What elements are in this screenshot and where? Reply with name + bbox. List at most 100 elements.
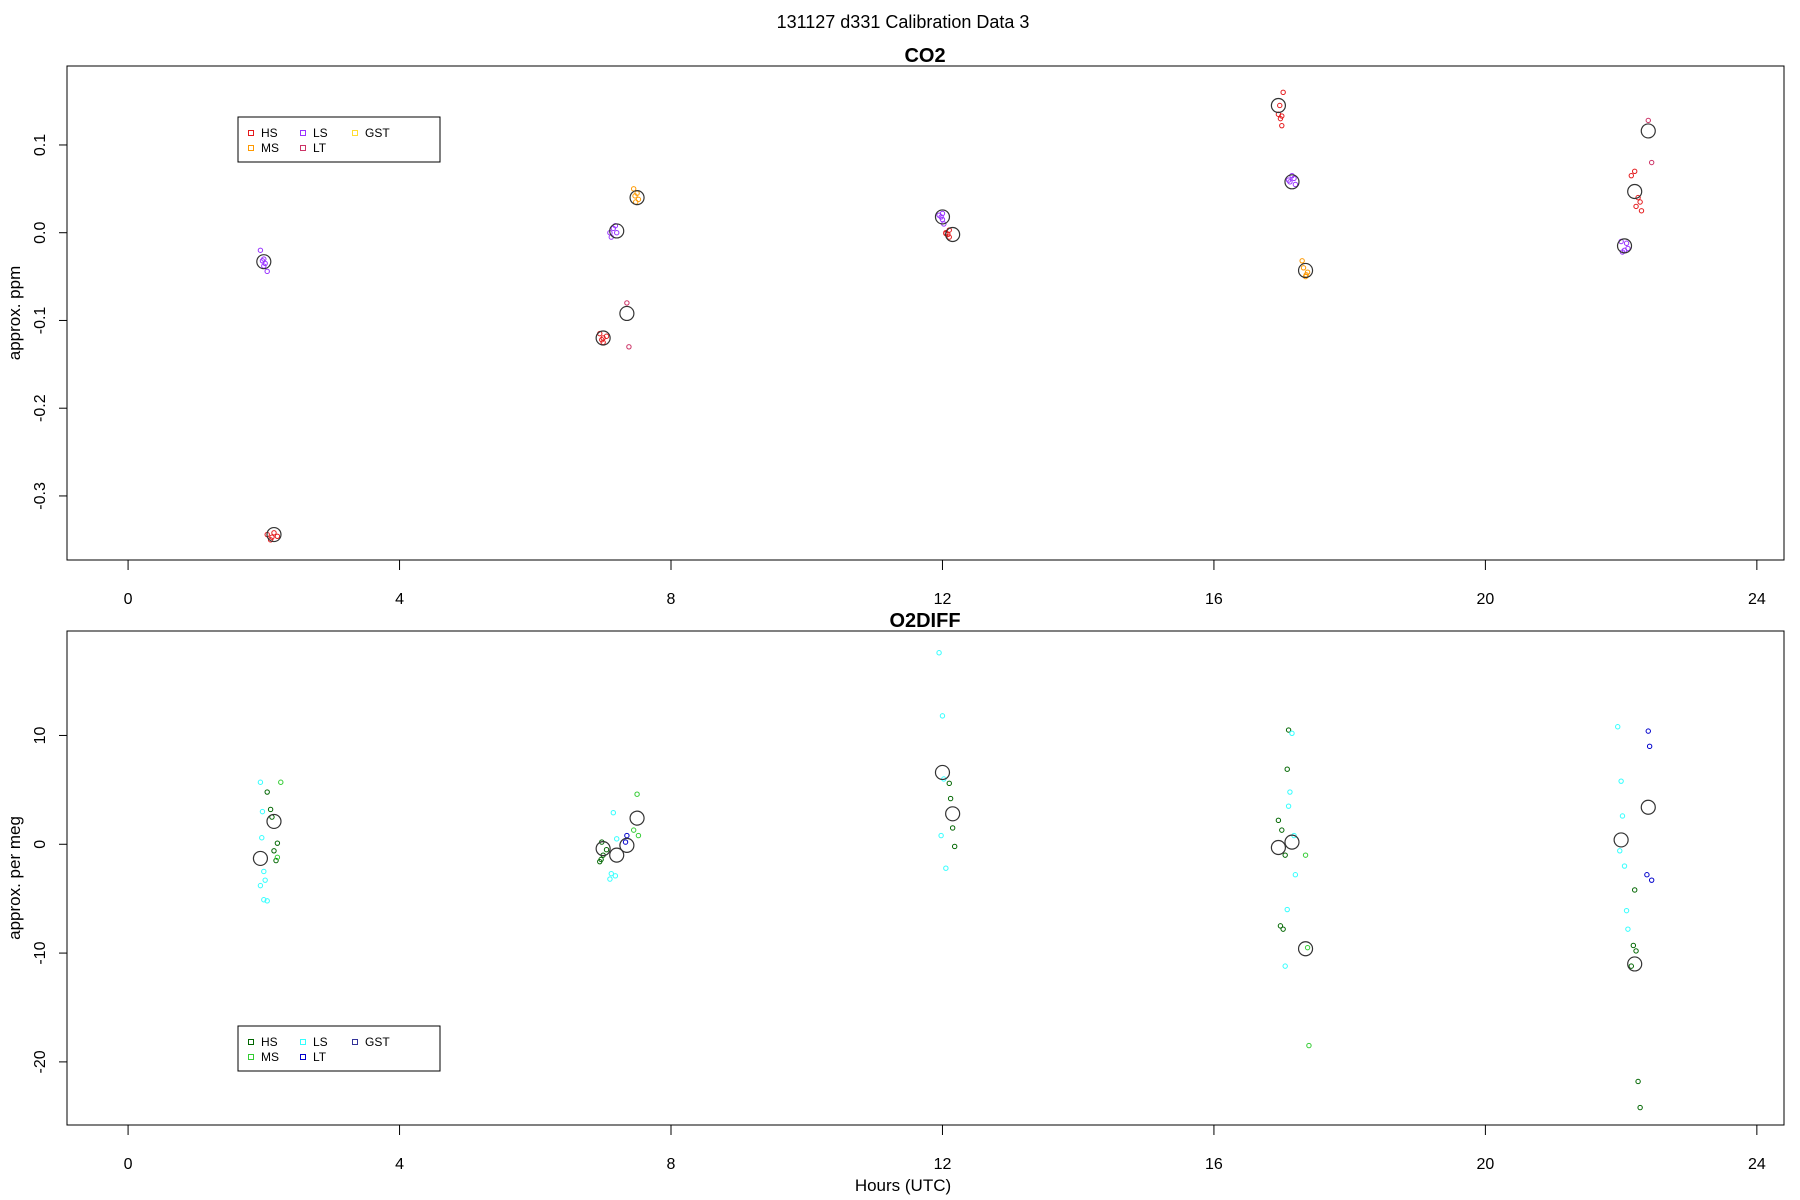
co2-point-hs bbox=[1628, 172, 1635, 179]
o2diff-point-ms bbox=[278, 779, 284, 785]
co2-x-tick-label: 12 bbox=[934, 591, 952, 608]
co2-point-mean bbox=[256, 254, 272, 270]
o2diff-y-tick-label: 10 bbox=[32, 726, 49, 744]
o2diff-legend-label-gst: GST bbox=[365, 1035, 390, 1049]
co2-legend-box bbox=[237, 116, 441, 163]
co2-y-axis-label: approx. ppm bbox=[5, 266, 24, 361]
o2diff-point-mean bbox=[266, 813, 282, 830]
o2diff-x-tick-label: 20 bbox=[1476, 1156, 1494, 1173]
o2diff-point-ls bbox=[938, 832, 944, 839]
o2diff-point-mean bbox=[629, 810, 645, 826]
co2-y-tick-label: -0.3 bbox=[32, 482, 49, 510]
o2diff-point-hs bbox=[274, 840, 281, 846]
o2diff-point-ls bbox=[943, 865, 949, 871]
co2-point-ls bbox=[938, 214, 944, 220]
o2diff-point-ls bbox=[264, 898, 270, 904]
o2diff-y-tick-label: -10 bbox=[32, 941, 49, 964]
co2-point-hs bbox=[1279, 122, 1285, 129]
co2-x-tick-label: 4 bbox=[395, 591, 404, 608]
o2diff-x-tick-label: 0 bbox=[124, 1156, 133, 1173]
o2diff-point-mean bbox=[1613, 832, 1629, 848]
o2diff-point-mean bbox=[619, 837, 635, 853]
o2diff-point-ls bbox=[259, 808, 266, 815]
co2-point-hs bbox=[267, 537, 274, 543]
co2-legend-symbol-gst bbox=[352, 130, 358, 136]
o2diff-point-ls bbox=[614, 836, 620, 842]
o2diff-point-ms bbox=[1306, 1042, 1312, 1049]
o2diff-point-lt bbox=[1645, 728, 1651, 734]
co2-point-ms bbox=[632, 193, 638, 199]
co2-x-tick-label: 0 bbox=[124, 591, 133, 608]
o2diff-point-ms bbox=[634, 791, 640, 797]
o2diff-point-mean bbox=[1297, 941, 1314, 957]
co2-point-mean bbox=[1616, 238, 1633, 254]
co2-y-tick-label: -0.2 bbox=[32, 394, 49, 422]
o2diff-point-ms bbox=[1304, 944, 1311, 951]
co2-point-hs bbox=[946, 234, 952, 240]
o2diff-y-tick-label: 0 bbox=[32, 840, 49, 849]
co2-y-tick-label: -0.1 bbox=[32, 307, 49, 335]
o2diff-point-mean bbox=[1284, 834, 1300, 850]
co2-point-mean bbox=[629, 190, 645, 206]
o2diff-point-hs bbox=[1637, 1104, 1643, 1111]
co2-point-hs bbox=[1277, 102, 1283, 109]
figure-title: 131127 d331 Calibration Data 3 bbox=[777, 12, 1030, 32]
o2diff-point-lt bbox=[1646, 743, 1653, 750]
co2-point-ms bbox=[635, 196, 642, 203]
o2diff-point-lt bbox=[1644, 872, 1650, 878]
o2diff-point-hs bbox=[1279, 827, 1285, 833]
o2diff-point-mean bbox=[1627, 956, 1643, 972]
o2diff-point-ls bbox=[1289, 730, 1295, 736]
co2-legend-label-hs: HS bbox=[261, 126, 278, 140]
co2-point-hs bbox=[1631, 168, 1638, 174]
co2-x-tick-label: 20 bbox=[1476, 591, 1494, 608]
co2-x-tick-label: 16 bbox=[1205, 591, 1223, 608]
co2-point-ls bbox=[1625, 245, 1631, 252]
o2diff-x-axis: 0 4 8 12 16 20 24 bbox=[124, 1124, 1766, 1173]
o2diff-x-tick-label: 16 bbox=[1205, 1156, 1223, 1173]
o2diff-point-lt bbox=[624, 832, 630, 839]
o2diff-point-hs bbox=[1280, 926, 1286, 932]
o2diff-point-hs bbox=[1635, 1078, 1641, 1085]
o2diff-point-ls bbox=[262, 877, 268, 883]
o2diff-legend-label-hs: HS bbox=[261, 1035, 278, 1049]
o2diff-point-hs bbox=[1631, 887, 1638, 893]
o2diff-point-hs bbox=[267, 806, 274, 813]
o2diff-point-ls bbox=[610, 810, 617, 816]
o2diff-x-tick-label: 4 bbox=[395, 1156, 404, 1173]
o2diff-legend-symbol-gst bbox=[352, 1039, 358, 1045]
co2-point-mean bbox=[1270, 97, 1287, 114]
co2-point-hs bbox=[269, 534, 275, 540]
o2diff-point-mean bbox=[252, 850, 269, 867]
co2-panel-title: CO2 bbox=[904, 45, 945, 67]
o2diff-point-hs bbox=[264, 789, 270, 795]
co2-point-ls bbox=[261, 256, 267, 262]
co2-legend-label-ls: LS bbox=[313, 126, 328, 140]
co2-point-mean bbox=[609, 223, 625, 239]
co2-point-mean bbox=[266, 526, 282, 543]
co2-legend-symbol-ls bbox=[300, 130, 306, 136]
co2-point-ms bbox=[1299, 258, 1305, 264]
o2diff-legend-label-ls: LS bbox=[313, 1035, 328, 1049]
co2-point-mean bbox=[945, 226, 961, 243]
co2-legend-symbol-ms bbox=[248, 145, 254, 151]
o2diff-point-ls bbox=[1284, 906, 1290, 913]
o2diff-point-hs bbox=[1630, 942, 1637, 949]
o2diff-point-ls bbox=[261, 868, 267, 875]
o2diff-data-points bbox=[252, 650, 1656, 1111]
co2-point-hs bbox=[599, 337, 605, 343]
co2-point-ls bbox=[1291, 175, 1297, 182]
o2diff-y-axis-label: approx. per meg bbox=[5, 816, 24, 940]
o2diff-point-ls bbox=[1285, 803, 1292, 809]
o2diff-point-mean bbox=[934, 764, 951, 781]
co2-x-tick-label: 24 bbox=[1748, 591, 1766, 608]
co2-y-axis: -0.3 -0.2 -0.1 0.0 0.1 bbox=[32, 134, 67, 510]
co2-legend-symbol-hs bbox=[248, 130, 254, 136]
o2diff-x-tick-label: 8 bbox=[667, 1156, 676, 1173]
co2-point-ms bbox=[1300, 265, 1307, 271]
o2diff-point-ls bbox=[1625, 926, 1631, 932]
o2diff-point-ls bbox=[261, 897, 267, 903]
o2diff-x-tick-label: 24 bbox=[1748, 1156, 1766, 1173]
co2-legend-symbol-lt bbox=[300, 145, 306, 151]
o2diff-point-hs bbox=[1633, 948, 1639, 954]
